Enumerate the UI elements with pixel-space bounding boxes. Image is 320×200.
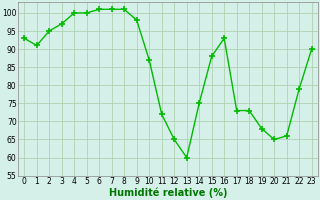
X-axis label: Humidité relative (%): Humidité relative (%)	[109, 187, 227, 198]
